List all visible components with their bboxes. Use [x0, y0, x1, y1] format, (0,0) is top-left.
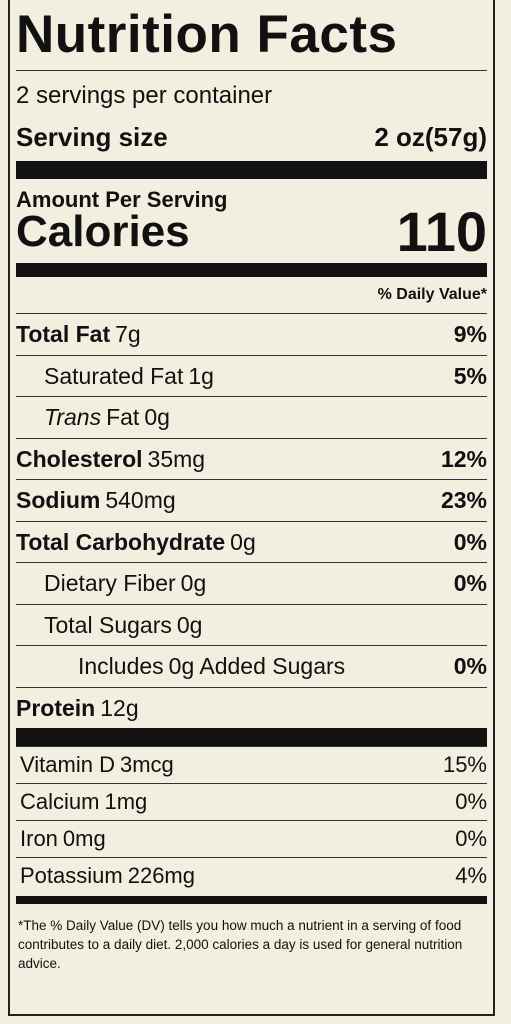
vitamin-amount: 3mcg	[119, 752, 174, 777]
vitamin-amount: 226mg	[127, 863, 195, 888]
calories-label: Calories	[16, 207, 190, 256]
calories-value: 110	[396, 200, 487, 263]
serving-size-value: 2 oz(57g)	[374, 122, 487, 152]
nutrient-dv: 0%	[453, 528, 487, 555]
nutrient-row: Saturated Fat 1g 5%	[16, 354, 487, 397]
vitamin-left: Calcium 1mg	[16, 784, 147, 820]
vitamin-name: Calcium	[20, 789, 100, 814]
nutrient-name: Cholesterol	[16, 445, 143, 472]
nutrient-name: Total Carbohydrate	[16, 528, 226, 555]
vitamin-dv: 15%	[442, 752, 487, 777]
vitamin-dv: 0%	[455, 826, 487, 851]
servings: 2 servings per container	[16, 82, 273, 109]
nutrient-left: Saturated Fat 1g	[16, 356, 214, 397]
nutrient-amount: 12g	[100, 694, 139, 721]
vitamin-list: Vitamin D 3mcg 15% Calcium 1mg 0% Iron 0mg 0% Pot…	[16, 746, 487, 894]
daily-value-header: % Daily Value*	[377, 286, 487, 303]
nutrient-name: Fat	[106, 404, 140, 430]
nutrient-name-italic: Trans	[44, 404, 102, 430]
nutrient-amount: 7g	[115, 321, 141, 347]
title: Nutrition Facts	[16, 5, 398, 64]
vitamin-row: Iron 0mg 0%	[16, 820, 487, 857]
footnote: *The % Daily Value (DV) tells you how mu…	[18, 918, 463, 971]
nutrient-left: Sodium 540mg	[16, 480, 176, 521]
nutrient-amount: 1g	[188, 362, 214, 389]
vitamin-name: Vitamin D	[20, 752, 115, 777]
nutrient-row: Cholesterol 35mg 12%	[16, 437, 487, 480]
nutrient-left: Protein 12g	[16, 688, 139, 729]
nutrient-row: Protein 12g	[16, 686, 487, 729]
vitamin-name: Iron	[20, 826, 58, 851]
vitamin-row: Calcium 1mg 0%	[16, 783, 487, 820]
nutrient-row: Dietary Fiber 0g 0%	[16, 562, 487, 604]
nutrient-dv: 23%	[440, 487, 487, 513]
nutrient-amount: 0g	[176, 611, 203, 638]
nutrient-row: Total Sugars 0g	[16, 603, 487, 646]
vitamin-row: Vitamin D 3mcg 15%	[16, 746, 487, 783]
vitamin-row: Potassium 226mg 4%	[16, 857, 487, 894]
nutrient-amount: 0g	[230, 528, 256, 555]
vitamin-left: Vitamin D 3mcg	[16, 747, 174, 783]
nutrient-dv: 9%	[453, 321, 487, 347]
nutrient-name: Sodium	[16, 487, 101, 513]
nutrient-dv: 0%	[453, 570, 487, 596]
vitamin-left: Potassium 226mg	[16, 858, 195, 894]
nutrient-dv: 12%	[440, 445, 487, 472]
nutrient-name: Saturated Fat	[44, 362, 184, 389]
nutrient-amount: 540mg	[105, 487, 176, 513]
nutrient-left: Includes 0g Added Sugars	[16, 646, 345, 687]
nutrient-left: Dietary Fiber 0g	[16, 563, 206, 604]
vitamin-left: Iron 0mg	[16, 821, 106, 857]
nutrient-row: Trans Fat 0g	[16, 396, 487, 438]
vitamin-amount: 0mg	[62, 826, 106, 851]
calories: Calories 110	[16, 200, 487, 263]
nutrient-name: Dietary Fiber	[44, 570, 176, 596]
serving-size: Serving size 2 oz(57g)	[16, 117, 487, 157]
nutrient-left: Total Fat 7g	[16, 314, 141, 355]
nutrient-left: Cholesterol 35mg	[16, 439, 205, 480]
vitamin-dv: 4%	[455, 863, 487, 888]
nutrient-left: Total Sugars 0g	[16, 605, 202, 646]
nutrient-dv: 5%	[453, 362, 487, 389]
nutrient-row: Sodium 540mg 23%	[16, 479, 487, 521]
nutrient-amount: 0g	[180, 570, 207, 596]
nutrient-name: Includes	[78, 653, 164, 679]
nutrient-amount: 0g Added Sugars	[168, 653, 346, 679]
vitamin-name: Potassium	[20, 863, 123, 888]
nutrient-dv: 0%	[453, 653, 487, 679]
serving-size-label: Serving size	[16, 122, 168, 152]
nutrient-name: Total Fat	[16, 321, 111, 347]
vitamin-dv: 0%	[455, 789, 487, 814]
nutrient-amount: 0g	[144, 404, 170, 430]
amount-per-serving: Amount Per Serving	[16, 187, 228, 212]
nutrient-left: Total Carbohydrate 0g	[16, 522, 256, 563]
nutrient-row: Includes 0g Added Sugars 0%	[16, 645, 487, 687]
vitamin-amount: 1mg	[104, 789, 148, 814]
nutrient-row: Total Fat 7g 9%	[16, 313, 487, 355]
nutrient-row: Total Carbohydrate 0g 0%	[16, 520, 487, 563]
nutrient-name: Protein	[16, 694, 96, 721]
nutrition-label: Nutrition Facts 2 servings per container…	[8, 0, 495, 1016]
nutrient-list: Total Fat 7g 9% Saturated Fat 1g 5% Trans Fat 0g…	[16, 313, 487, 728]
nutrient-name: Total Sugars	[44, 611, 172, 638]
nutrient-amount: 35mg	[147, 445, 206, 472]
nutrient-left: Trans Fat 0g	[16, 397, 170, 438]
